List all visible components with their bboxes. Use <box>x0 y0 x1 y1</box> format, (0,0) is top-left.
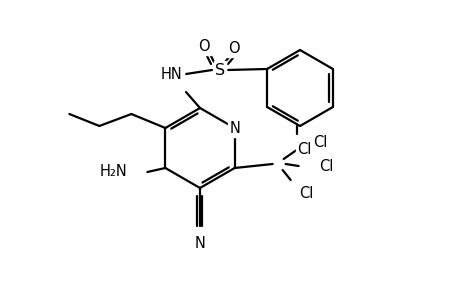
Text: Cl: Cl <box>318 158 332 173</box>
Text: S: S <box>214 62 224 77</box>
Text: N: N <box>194 236 205 251</box>
Text: Cl: Cl <box>298 187 312 202</box>
Text: O: O <box>228 40 239 56</box>
Text: H₂N: H₂N <box>100 164 127 179</box>
Text: HN: HN <box>161 67 183 82</box>
Text: N: N <box>229 121 240 136</box>
Text: Cl: Cl <box>312 134 326 149</box>
Text: Cl: Cl <box>296 142 310 157</box>
Text: O: O <box>198 38 209 53</box>
